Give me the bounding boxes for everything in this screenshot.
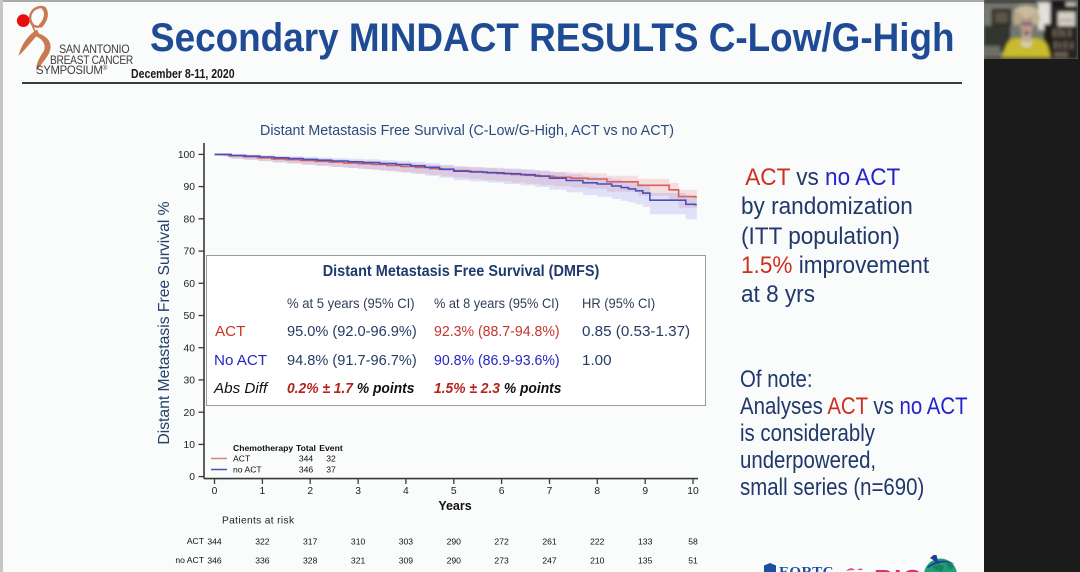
svg-text:90: 90 xyxy=(184,182,196,193)
svg-text:346: 346 xyxy=(299,465,314,475)
svg-text:0: 0 xyxy=(189,472,195,483)
svg-text:344: 344 xyxy=(299,454,314,464)
svg-text:328: 328 xyxy=(303,556,318,566)
svg-text:20: 20 xyxy=(184,408,196,419)
svg-text:6: 6 xyxy=(499,486,505,497)
svg-text:1: 1 xyxy=(260,486,266,497)
svg-text:0: 0 xyxy=(212,486,218,497)
svg-text:210: 210 xyxy=(590,556,605,566)
svg-text:100: 100 xyxy=(178,150,195,161)
svg-text:8: 8 xyxy=(594,486,600,497)
svg-text:133: 133 xyxy=(638,537,653,547)
svg-text:273: 273 xyxy=(494,556,509,566)
svg-text:2: 2 xyxy=(307,486,313,497)
svg-text:261: 261 xyxy=(542,537,557,547)
svg-text:272: 272 xyxy=(494,537,509,547)
svg-text:Chemotherapy: Chemotherapy xyxy=(233,443,293,453)
svg-text:Patients at risk: Patients at risk xyxy=(222,516,295,527)
svg-text:40: 40 xyxy=(184,343,196,354)
svg-text:30: 30 xyxy=(184,376,196,387)
svg-text:32: 32 xyxy=(326,454,336,464)
svg-text:50: 50 xyxy=(184,311,196,322)
svg-text:303: 303 xyxy=(399,537,414,547)
svg-text:Distant Metastasis Free Surviv: Distant Metastasis Free Survival (C-Low/… xyxy=(260,123,674,139)
svg-text:Total: Total xyxy=(296,443,316,453)
svg-text:no ACT: no ACT xyxy=(175,555,204,565)
svg-text:70: 70 xyxy=(184,247,196,258)
svg-text:Years: Years xyxy=(438,499,471,513)
svg-text:80: 80 xyxy=(184,214,196,225)
svg-text:3: 3 xyxy=(355,486,361,497)
svg-text:222: 222 xyxy=(590,537,605,547)
svg-text:290: 290 xyxy=(447,556,462,566)
svg-text:10: 10 xyxy=(184,440,196,451)
svg-text:ACT: ACT xyxy=(233,454,251,464)
svg-text:ACT: ACT xyxy=(187,536,205,546)
svg-text:247: 247 xyxy=(542,556,557,566)
svg-text:336: 336 xyxy=(255,556,270,566)
svg-text:60: 60 xyxy=(184,279,196,290)
svg-text:346: 346 xyxy=(207,556,222,566)
svg-text:344: 344 xyxy=(207,537,222,547)
svg-text:EORTC: EORTC xyxy=(779,565,834,572)
svg-text:322: 322 xyxy=(255,537,270,547)
svg-text:37: 37 xyxy=(326,465,336,475)
svg-text:51: 51 xyxy=(688,556,698,566)
svg-text:317: 317 xyxy=(303,537,318,547)
svg-text:9: 9 xyxy=(642,486,648,497)
svg-text:310: 310 xyxy=(351,537,366,547)
svg-text:5: 5 xyxy=(451,486,457,497)
svg-text:Event: Event xyxy=(319,443,343,453)
svg-text:7: 7 xyxy=(547,486,553,497)
svg-text:no ACT: no ACT xyxy=(233,465,262,475)
svg-text:4: 4 xyxy=(403,486,409,497)
svg-text:BIG: BIG xyxy=(874,565,924,572)
svg-text:135: 135 xyxy=(638,556,653,566)
svg-text:309: 309 xyxy=(399,556,414,566)
svg-text:10: 10 xyxy=(687,486,699,497)
svg-text:290: 290 xyxy=(447,537,462,547)
svg-text:321: 321 xyxy=(351,556,366,566)
svg-text:58: 58 xyxy=(688,537,698,547)
svg-text:Distant Metastasis Free Surviv: Distant Metastasis Free Survival % xyxy=(156,201,173,444)
